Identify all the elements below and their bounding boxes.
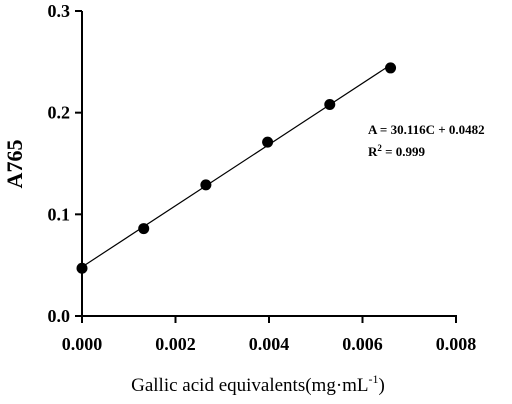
x-axis-title-sup: -1 [369, 372, 379, 386]
y-tick-label: 0.0 [48, 306, 71, 326]
y-tick-label: 0.1 [48, 204, 71, 224]
y-tick-label: 0.2 [48, 103, 71, 123]
r-squared-sup: 2 [377, 143, 382, 153]
data-point [324, 99, 336, 111]
plot-area: 0.0 0.1 0.2 0.3 0.000 0.002 0.004 0.006 0.008 [48, 1, 477, 354]
y-tick-label: 0.3 [48, 1, 71, 21]
r-squared-prefix: R [368, 144, 378, 159]
x-tick-label: 0.006 [342, 334, 383, 354]
data-point [262, 136, 274, 148]
x-tick-label: 0.002 [155, 334, 196, 354]
x-axis-title-main: Gallic acid equivalents(mg·mL [131, 375, 368, 396]
x-axis-title-close: ) [379, 375, 385, 396]
data-point [76, 262, 88, 274]
fit-line [81, 64, 391, 268]
x-tick-label: 0.008 [436, 334, 477, 354]
data-points [76, 62, 397, 274]
data-point [200, 179, 212, 191]
x-ticks: 0.000 0.002 0.004 0.006 0.008 [62, 316, 477, 354]
y-axis-title: A765 [2, 140, 27, 189]
data-point [385, 62, 397, 74]
x-tick-label: 0.000 [62, 334, 103, 354]
regression-equation: A = 30.116C + 0.0482 [368, 122, 485, 137]
r-squared-value: = 0.999 [382, 144, 426, 159]
data-point [138, 223, 150, 235]
x-axis-title: Gallic acid equivalents(mg·mL-1) [131, 372, 385, 396]
x-tick-label: 0.004 [249, 334, 290, 354]
y-ticks: 0.0 0.1 0.2 0.3 [48, 1, 82, 326]
r-squared: R2 = 0.999 [368, 143, 426, 159]
